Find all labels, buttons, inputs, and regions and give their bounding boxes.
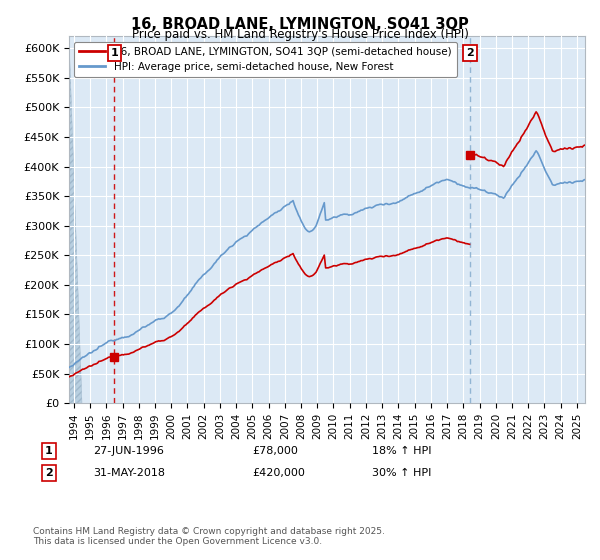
Text: Price paid vs. HM Land Registry's House Price Index (HPI): Price paid vs. HM Land Registry's House … bbox=[131, 28, 469, 41]
Text: 31-MAY-2018: 31-MAY-2018 bbox=[93, 468, 165, 478]
Text: 1: 1 bbox=[45, 446, 53, 456]
Text: 2: 2 bbox=[45, 468, 53, 478]
Text: £78,000: £78,000 bbox=[252, 446, 298, 456]
Text: 18% ↑ HPI: 18% ↑ HPI bbox=[372, 446, 431, 456]
Text: 30% ↑ HPI: 30% ↑ HPI bbox=[372, 468, 431, 478]
Polygon shape bbox=[69, 36, 82, 403]
Text: 1: 1 bbox=[110, 48, 118, 58]
Text: £420,000: £420,000 bbox=[252, 468, 305, 478]
Text: 2: 2 bbox=[466, 48, 474, 58]
Text: Contains HM Land Registry data © Crown copyright and database right 2025.
This d: Contains HM Land Registry data © Crown c… bbox=[33, 526, 385, 546]
Text: 16, BROAD LANE, LYMINGTON, SO41 3QP: 16, BROAD LANE, LYMINGTON, SO41 3QP bbox=[131, 17, 469, 32]
Legend: 16, BROAD LANE, LYMINGTON, SO41 3QP (semi-detached house), HPI: Average price, s: 16, BROAD LANE, LYMINGTON, SO41 3QP (sem… bbox=[74, 41, 457, 77]
Text: 27-JUN-1996: 27-JUN-1996 bbox=[93, 446, 164, 456]
